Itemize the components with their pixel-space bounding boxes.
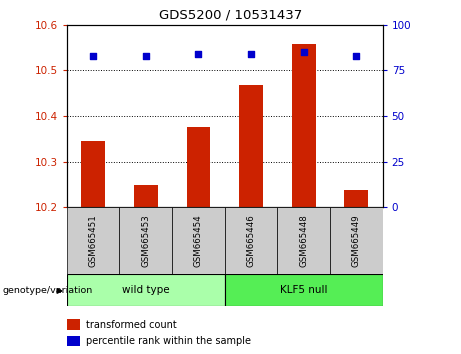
Bar <box>134 185 158 207</box>
Text: wild type: wild type <box>122 285 170 295</box>
Bar <box>292 44 315 207</box>
Text: genotype/variation: genotype/variation <box>2 286 93 296</box>
Text: transformed count: transformed count <box>86 320 177 330</box>
Bar <box>239 85 263 207</box>
Bar <box>344 190 368 207</box>
Text: GSM665448: GSM665448 <box>299 214 308 267</box>
Text: GSM665449: GSM665449 <box>352 215 361 267</box>
Point <box>195 51 202 57</box>
Text: percentile rank within the sample: percentile rank within the sample <box>86 336 251 346</box>
Bar <box>225 207 278 274</box>
Text: KLF5 null: KLF5 null <box>280 285 327 295</box>
Point <box>300 49 307 55</box>
Point <box>353 53 360 59</box>
Point <box>142 53 149 59</box>
Bar <box>187 127 210 207</box>
Point <box>248 51 255 57</box>
Point <box>89 53 97 59</box>
Bar <box>67 274 225 306</box>
Bar <box>330 207 383 274</box>
Bar <box>67 336 80 346</box>
Text: GSM665451: GSM665451 <box>89 214 98 267</box>
Text: GSM665454: GSM665454 <box>194 214 203 267</box>
Bar <box>67 319 80 330</box>
Text: GDS5200 / 10531437: GDS5200 / 10531437 <box>159 9 302 22</box>
Bar <box>81 141 105 207</box>
Bar <box>119 207 172 274</box>
Bar <box>67 207 119 274</box>
Bar <box>278 207 330 274</box>
Bar <box>172 207 225 274</box>
Text: GSM665446: GSM665446 <box>247 214 255 267</box>
Text: GSM665453: GSM665453 <box>141 214 150 267</box>
Bar <box>225 274 383 306</box>
